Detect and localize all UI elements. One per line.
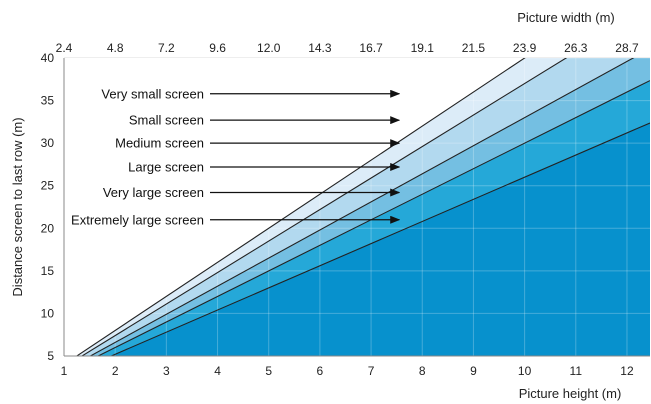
band-1 — [76, 58, 567, 356]
x-bottom-tick-label: 6 — [317, 364, 324, 378]
boundary-line — [75, 58, 526, 356]
y-tick-label: 10 — [41, 306, 55, 320]
tick-labels: 1 2 3 4 5 6 7 8 9 10 11 122.4 4.8 7.2 9.6 12.0 14.3 16.7 1… — [41, 41, 639, 378]
x-top-tick-label: 26.3 — [564, 41, 588, 55]
boundary-line — [109, 122, 650, 356]
x-top-tick-label: 12.0 — [257, 41, 281, 55]
plot-frame — [63, 58, 650, 357]
x-bottom-axis-title: Picture height (m) — [519, 386, 622, 401]
x-top-tick-label: 2.4 — [56, 41, 73, 55]
annotation-label: Small screen — [129, 113, 204, 128]
x-top-tick-label: 16.7 — [359, 41, 383, 55]
y-tick-label: 15 — [41, 264, 55, 278]
x-bottom-tick-label: 5 — [265, 364, 272, 378]
x-bottom-tick-label: 9 — [470, 364, 477, 378]
x-bottom-tick-label: 3 — [163, 364, 170, 378]
y-tick-label: 30 — [41, 136, 55, 150]
x-bottom-tick-label: 4 — [214, 364, 221, 378]
annotation-label: Extremely large screen — [71, 212, 204, 227]
y-tick-label: 40 — [41, 51, 55, 65]
annotation-label: Large screen — [128, 159, 204, 174]
y-tick-label: 20 — [41, 221, 55, 235]
area-above-lines — [64, 58, 525, 356]
x-bottom-tick-label: 1 — [61, 364, 68, 378]
x-top-tick-label: 9.6 — [209, 41, 226, 55]
y-tick-label: 35 — [41, 94, 55, 108]
x-top-tick-label: 23.9 — [513, 41, 537, 55]
band-2 — [81, 58, 634, 356]
x-bottom-tick-label: 7 — [368, 364, 375, 378]
x-top-tick-label: 4.8 — [107, 41, 124, 55]
annotation-label: Medium screen — [115, 136, 204, 151]
x-top-tick-label: 21.5 — [462, 41, 486, 55]
boundary-line — [80, 58, 568, 356]
band-3 — [90, 58, 650, 356]
x-bottom-tick-label: 10 — [518, 364, 532, 378]
x-top-tick-label: 14.3 — [308, 41, 332, 55]
y-axis-title: Distance screen to last row (m) — [10, 117, 25, 296]
boundary-line — [96, 80, 650, 356]
annotations: Very small screen Small screen Medium scre… — [71, 86, 401, 227]
y-tick-label: 5 — [47, 349, 54, 363]
x-bottom-tick-label: 12 — [620, 364, 634, 378]
x-bottom-tick-label: 11 — [570, 364, 583, 378]
boundary-line — [89, 58, 635, 356]
annotation-label: Very large screen — [103, 185, 204, 200]
x-bottom-tick-label: 2 — [112, 364, 119, 378]
y-tick-label: 25 — [41, 179, 55, 193]
boundary-lines — [75, 58, 650, 356]
x-bottom-tick-label: 8 — [419, 364, 426, 378]
x-top-tick-label: 7.2 — [158, 41, 175, 55]
annotation-label: Very small screen — [101, 86, 204, 101]
x-top-tick-label: 28.7 — [615, 41, 639, 55]
x-top-axis-title: Picture width (m) — [517, 10, 615, 25]
x-top-tick-label: 19.1 — [411, 41, 435, 55]
